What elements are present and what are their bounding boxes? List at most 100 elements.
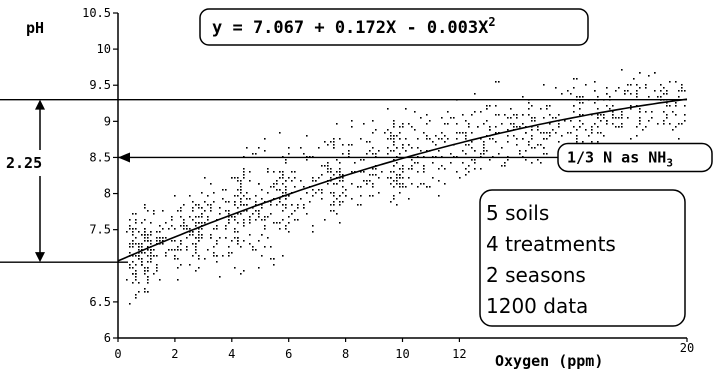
scatter-point [426,114,428,116]
scatter-point [252,153,254,155]
scatter-point [510,123,512,125]
scatter-point [387,153,389,155]
scatter-point [282,174,284,176]
scatter-point [360,204,362,206]
scatter-point [339,174,341,176]
scatter-point [552,117,554,119]
scatter-point [420,150,422,152]
scatter-point [294,171,296,173]
scatter-point [342,192,344,194]
scatter-point [465,174,467,176]
scatter-point [561,135,563,137]
scatter-point [345,195,347,197]
scatter-point [285,192,287,194]
scatter-point [198,228,200,230]
scatter-point [144,228,146,230]
scatter-point [141,258,143,260]
scatter-point [261,198,263,200]
scatter-point [225,237,227,239]
scatter-point [465,168,467,170]
scatter-point [477,126,479,128]
scatter-point [411,159,413,161]
scatter-point [420,183,422,185]
scatter-point [321,198,323,200]
scatter-point [132,243,134,245]
scatter-point [342,144,344,146]
scatter-point [144,237,146,239]
scatter-point [441,156,443,158]
nh3-annotation: 1/3 N as NH3 [118,142,713,173]
scatter-point [255,219,257,221]
scatter-point [474,159,476,161]
scatter-point [588,135,590,137]
scatter-point [402,177,404,179]
scatter-point [636,96,638,98]
scatter-point [249,219,251,221]
scatter-point [336,198,338,200]
scatter-point [132,267,134,269]
scatter-point [657,96,659,98]
scatter-point [264,225,266,227]
scatter-point [264,246,266,248]
scatter-point [684,114,686,116]
scatter-point [441,138,443,140]
scatter-point [132,246,134,248]
scatter-point [576,135,578,137]
scatter-point [612,114,614,116]
scatter-point [504,114,506,116]
scatter-point [486,105,488,107]
scatter-point [396,147,398,149]
scatter-point [198,258,200,260]
scatter-point [399,177,401,179]
scatter-point [402,183,404,185]
scatter-point [507,129,509,131]
scatter-point [207,249,209,251]
scatter-point [147,237,149,239]
scatter-point [171,249,173,251]
scatter-point [681,123,683,125]
scatter-point [312,225,314,227]
scatter-point [522,96,524,98]
scatter-point [285,207,287,209]
scatter-point [198,231,200,233]
scatter-point [192,201,194,203]
scatter-point [156,237,158,239]
scatter-point [474,150,476,152]
scatter-point [237,207,239,209]
scatter-point [684,105,686,107]
scatter-point [645,87,647,89]
scatter-point [474,111,476,113]
scatter-point [372,186,374,188]
scatter-point [180,207,182,209]
scatter-point [168,249,170,251]
scatter-point [585,129,587,131]
scatter-point [396,135,398,137]
scatter-point [246,204,248,206]
scatter-point [270,246,272,248]
scatter-point [144,234,146,236]
scatter-point [147,291,149,293]
scatter-point [165,252,167,254]
scatter-point [321,174,323,176]
scatter-point [414,162,416,164]
scatter-point [159,231,161,233]
scatter-point [177,246,179,248]
scatter-point [246,147,248,149]
scatter-point [198,222,200,224]
scatter-point [612,105,614,107]
scatter-point [234,204,236,206]
scatter-point [663,87,665,89]
scatter-point [297,207,299,209]
scatter-point [147,210,149,212]
scatter-point [660,90,662,92]
scatter-point [441,117,443,119]
scatter-point [549,114,551,116]
scatter-point [480,111,482,113]
scatter-point [240,183,242,185]
scatter-point [156,240,158,242]
scatter-point [639,120,641,122]
scatter-point [282,171,284,173]
scatter-point [393,144,395,146]
scatter-point [180,243,182,245]
scatter-point [252,246,254,248]
